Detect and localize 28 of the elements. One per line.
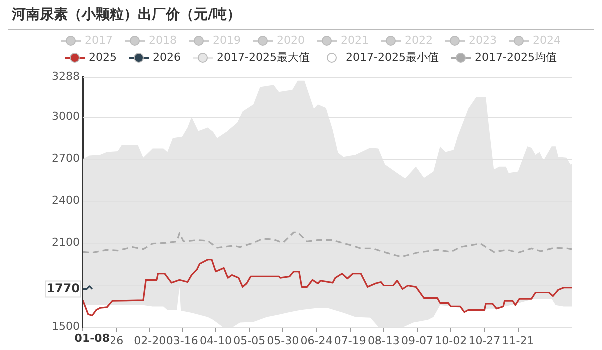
x-tick-label: 11-21 — [502, 334, 534, 348]
x-tick-label: 26 — [110, 334, 124, 348]
text: 1770 — [46, 281, 80, 296]
x-tick-label: 04-10 — [200, 334, 232, 348]
legend-label: 2017-2025最大值 — [217, 50, 310, 65]
legend-label: 2025 — [89, 51, 118, 64]
x-tick-label: 10-27 — [468, 334, 501, 348]
legend-label: 2026 — [153, 51, 182, 64]
legend-label: 2017-2025均值 — [474, 50, 557, 65]
y-tick-label: 3288 — [52, 70, 80, 83]
x-tick-label: 05-30 — [267, 334, 300, 348]
y-tick-label: 2400 — [52, 194, 80, 208]
x-tick-label: 09-07 — [402, 334, 434, 348]
x-tick-label: 05-05 — [234, 334, 266, 348]
y-tick-label: 2100 — [52, 236, 80, 249]
line-series — [83, 232, 572, 258]
x-tick-label: 08-13 — [368, 334, 400, 348]
x-tick-label: 03-16 — [166, 334, 198, 348]
text: 01-08 — [74, 332, 110, 345]
y-tick-label: 3000 — [52, 110, 80, 124]
x-tick-label: 02-20 — [134, 334, 166, 348]
chart-title: 河南尿素（小颗粒）出厂价（元/吨） — [12, 6, 242, 24]
x-tick-label: 07-19 — [334, 334, 366, 348]
y-tick-label: 2700 — [52, 152, 80, 166]
legend-label: 2017-2025最小值 — [346, 50, 439, 65]
x-tick-label: 06-24 — [300, 334, 333, 348]
y-tick-label: 1500 — [52, 320, 80, 333]
x-tick-label: 10-02 — [435, 334, 468, 348]
